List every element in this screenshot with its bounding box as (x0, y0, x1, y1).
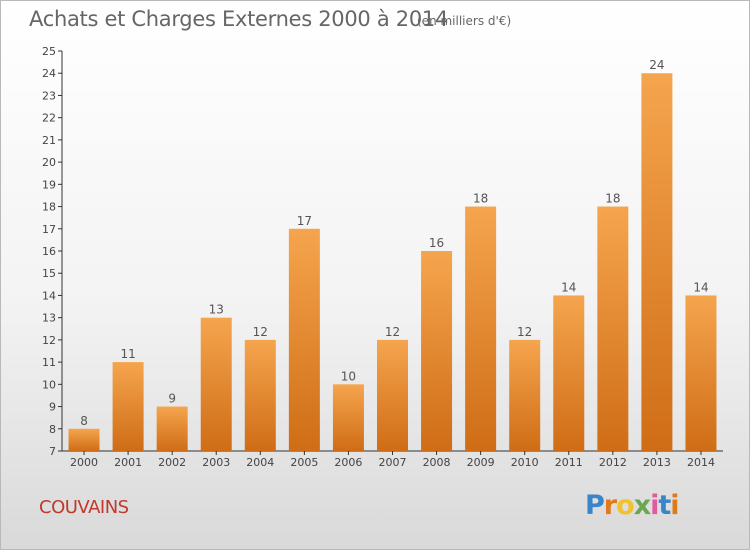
x-tick-label: 2001 (114, 456, 142, 469)
x-tick-label: 2006 (334, 456, 362, 469)
x-tick-label: 2014 (687, 456, 715, 469)
commune-name: COUVAINS (39, 497, 129, 518)
y-tick-label: 24 (42, 67, 56, 80)
y-tick-label: 25 (42, 45, 56, 58)
x-tick-label: 2007 (379, 456, 407, 469)
x-tick-label: 2009 (467, 456, 495, 469)
bar-value-label: 14 (693, 280, 708, 294)
logo-letter: P (585, 490, 605, 521)
bar (377, 339, 408, 451)
y-tick-label: 13 (42, 312, 56, 325)
bar (68, 428, 100, 451)
bar-value-label: 12 (385, 325, 400, 339)
bar-value-label: 13 (209, 303, 224, 317)
bar (509, 339, 541, 451)
y-tick-label: 14 (42, 289, 56, 302)
logo-letter: i (670, 490, 679, 521)
y-tick-label: 19 (42, 178, 56, 191)
x-tick-label: 2003 (202, 456, 230, 469)
bar (112, 362, 144, 451)
bar-value-label: 14 (561, 280, 576, 294)
y-tick-label: 8 (49, 423, 56, 436)
bar-value-label: 11 (120, 347, 135, 361)
x-tick-label: 2012 (599, 456, 627, 469)
chart-title: Achats et Charges Externes 2000 à 2014 (29, 7, 449, 31)
bar (288, 228, 320, 451)
bar-value-label: 17 (297, 214, 312, 228)
x-tick-label: 2010 (511, 456, 539, 469)
x-tick-label: 2011 (555, 456, 583, 469)
logo-letter: r (603, 490, 617, 521)
bar-value-label: 16 (429, 236, 444, 250)
y-tick-label: 12 (42, 334, 56, 347)
x-tick-label: 2008 (423, 456, 451, 469)
y-tick-label: 16 (42, 245, 56, 258)
y-tick-label: 23 (42, 89, 56, 102)
y-tick-label: 7 (49, 445, 56, 458)
logo-letter: t (658, 490, 671, 521)
bar (421, 251, 453, 451)
bar-value-label: 18 (605, 192, 620, 206)
y-tick-label: 10 (42, 378, 56, 391)
bar (553, 295, 585, 451)
bar (597, 206, 629, 451)
x-tick-label: 2004 (246, 456, 274, 469)
bar (156, 406, 188, 451)
bar-value-label: 12 (517, 325, 532, 339)
y-tick-label: 9 (49, 401, 56, 414)
bar-value-label: 24 (649, 58, 664, 72)
y-tick-label: 22 (42, 112, 56, 125)
bar-value-label: 10 (341, 369, 356, 383)
bar-value-label: 18 (473, 192, 488, 206)
bar (332, 384, 364, 451)
y-tick-label: 17 (42, 223, 56, 236)
x-tick-label: 2002 (158, 456, 186, 469)
y-tick-label: 18 (42, 201, 56, 214)
x-tick-label: 2005 (290, 456, 318, 469)
y-tick-label: 15 (42, 267, 56, 280)
logo-letter: o (616, 490, 635, 521)
bar (200, 317, 232, 451)
logo-letter: i (650, 490, 659, 521)
x-tick-label: 2013 (643, 456, 671, 469)
bar (641, 73, 673, 451)
bar (465, 206, 497, 451)
y-tick-label: 11 (42, 356, 56, 369)
bar-value-label: 9 (168, 392, 176, 406)
bar (244, 339, 276, 451)
logo-letter: x (633, 490, 651, 521)
bar-value-label: 12 (253, 325, 268, 339)
chart-subtitle: (en milliers d'€) (417, 14, 512, 28)
bar (685, 295, 717, 451)
x-tick-label: 2000 (70, 456, 98, 469)
proxiti-logo: Proxiti (585, 490, 680, 521)
bar-value-label: 8 (80, 414, 88, 428)
y-tick-label: 21 (42, 134, 56, 147)
y-tick-label: 20 (42, 156, 56, 169)
